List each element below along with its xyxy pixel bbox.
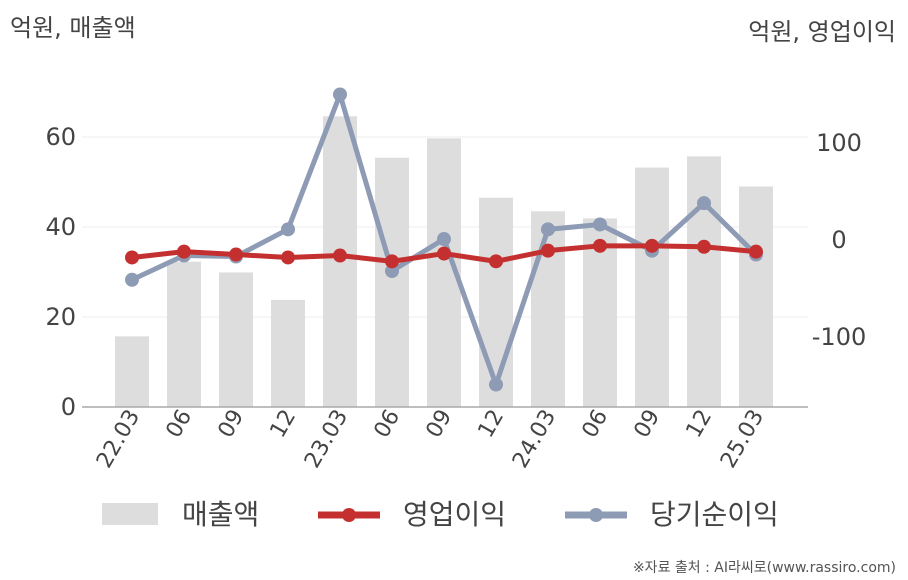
series-point [281,222,295,237]
legend-label-net: 당기순이익 [650,498,779,531]
x-tick-label: 06 [578,406,614,443]
series-point [333,87,347,102]
x-tick-label: 09 [214,406,250,443]
revenue-bar [531,211,565,407]
left-tick-label: 20 [45,303,76,331]
x-tick-label: 06 [162,406,198,443]
right-tick-label: 0 [831,226,846,254]
series-point [697,196,711,211]
revenue-bars [115,116,773,408]
x-tick-label: 23.03 [300,406,353,473]
x-tick-label: 25.03 [716,406,769,473]
x-tick-label: 09 [422,406,458,443]
x-tick-label: 12 [474,406,510,443]
revenue-bar [167,261,201,407]
series-point [489,377,503,392]
revenue-bar [271,299,305,407]
legend-marker-net [589,508,603,522]
series-point [333,248,347,263]
series-point [541,243,555,258]
legend-swatch-revenue [102,503,158,525]
series-point [385,264,399,279]
series-point [385,254,399,269]
series-point [541,222,555,237]
legend-label-operating: 영업이익 [403,498,506,531]
left-tick-label: 60 [45,123,76,151]
series-point [489,254,503,269]
legend-label-revenue: 매출액 [182,498,259,531]
series-point [593,238,607,253]
right-axis-label: 억원, 영업이익 [748,18,896,46]
series-point [281,250,295,265]
x-tick-label: 12 [266,406,302,443]
left-tick-label: 40 [45,213,76,241]
series-point [749,244,763,259]
series-point [645,238,659,253]
revenue-bar [375,157,409,407]
source-note: ※자료 출처 : AI라씨로(www.rassiro.com) [633,560,896,576]
left-axis-ticks: 0 20 40 60 [45,123,76,421]
x-tick-label: 12 [682,406,718,443]
right-tick-label: 100 [816,129,862,157]
revenue-bar [115,336,149,407]
right-axis-ticks: 100 0 -100 [812,129,866,351]
x-tick-label: 09 [630,406,666,443]
series-point [125,272,139,287]
series-point [125,250,139,265]
x-tick-label: 24.03 [508,406,561,473]
series-point [437,246,451,261]
x-tick-label: 06 [370,406,406,443]
right-tick-label: -100 [812,323,866,351]
legend-marker-operating [342,508,356,522]
line-series [125,87,763,392]
legend: 매출액 영업이익 당기순이익 [102,498,779,531]
left-axis-label: 억원, 매출액 [10,14,136,42]
series-point [593,217,607,232]
revenue-bar [635,167,669,407]
revenue-bar [687,156,721,407]
revenue-bar [479,197,513,407]
revenue-bar [739,186,773,407]
revenue-bar [219,272,253,407]
series-point [177,244,191,259]
series-point [229,247,243,262]
x-tick-label: 22.03 [92,406,145,473]
series-point [437,232,451,247]
series-point [697,239,711,254]
left-tick-label: 0 [61,393,76,421]
